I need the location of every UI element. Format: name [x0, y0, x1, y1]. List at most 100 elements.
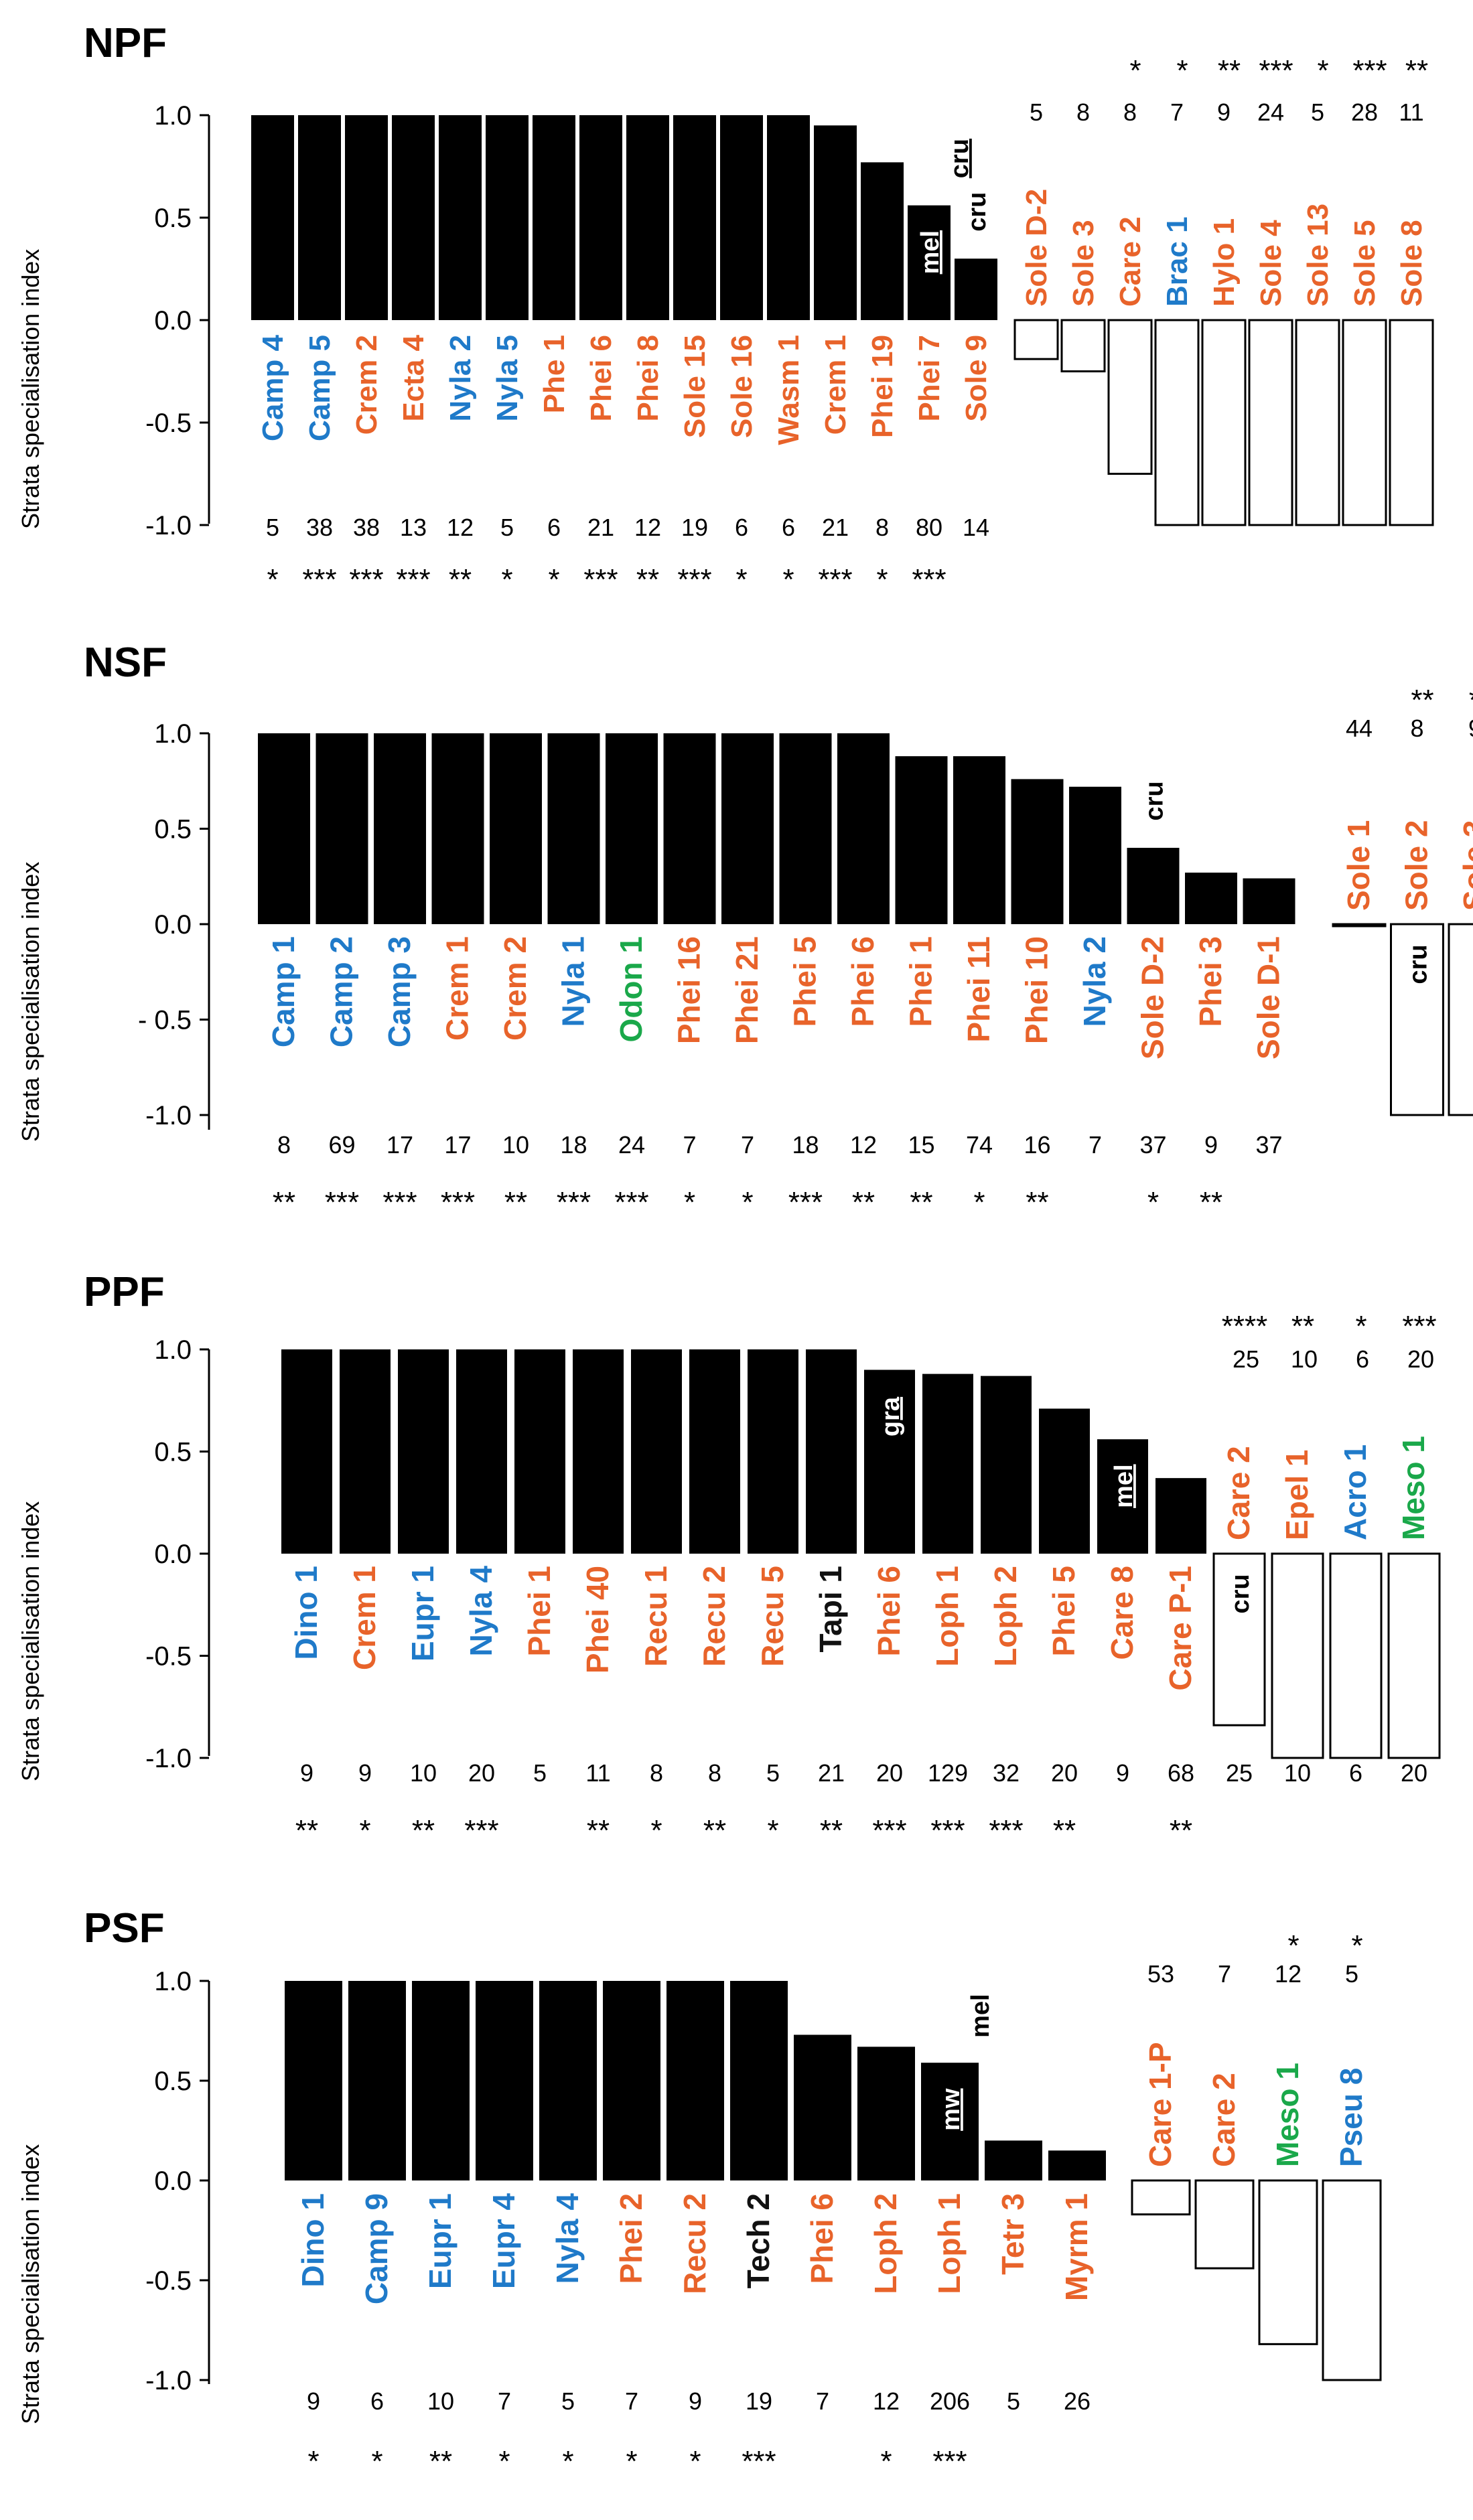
bar — [908, 205, 951, 320]
y-tick-label: 1.0 — [154, 101, 192, 131]
count-label: 8 — [708, 1759, 721, 1787]
top-count-label: 10 — [1291, 1345, 1318, 1373]
bar-group-crem-1: Crem 1 — [340, 1349, 391, 1670]
bar-group-phei-11: Phei 11 — [953, 756, 1005, 1043]
bar-group-nyla-4: Nyla 4 — [456, 1349, 507, 1657]
y-tick-label: 1.0 — [154, 1967, 192, 1996]
bar — [895, 756, 948, 924]
count-label: 20 — [1051, 1759, 1078, 1787]
count-label: 12 — [447, 514, 474, 541]
panel-title: NSF — [84, 640, 167, 686]
bar — [626, 115, 669, 320]
bar — [1011, 779, 1064, 924]
bar-tag: gra — [877, 1396, 905, 1436]
bar — [345, 115, 388, 320]
bar — [806, 1349, 857, 1554]
count-label: 24 — [1257, 98, 1284, 126]
bar — [606, 733, 658, 924]
category-label: Phei 40 — [580, 1566, 615, 1674]
category-label: Acro 1 — [1338, 1444, 1373, 1540]
panel-psf: PSF Strata specialisation index 1.0 0.5 0.… — [17, 1905, 1382, 2478]
y-axis: 1.0 0.5 0.0 - 0.5 -1.0 — [138, 719, 210, 1130]
count-label: 7 — [1170, 98, 1184, 126]
bar — [1243, 878, 1295, 924]
y-tick-label: 0.5 — [154, 2067, 192, 2096]
bar — [1097, 1439, 1148, 1554]
count-label: 8 — [875, 514, 889, 541]
bar — [814, 125, 857, 321]
significance-stars: ** — [636, 563, 659, 596]
y-tick-label: 0.5 — [154, 1438, 192, 1467]
bar-group-phei-7: Phei 7 — [908, 205, 951, 422]
count-label: 25 — [1226, 1759, 1253, 1787]
bar-group-nyla-5: Nyla 5 — [486, 115, 529, 422]
bar-group-sole-2: Sole 2 — [1390, 820, 1444, 1116]
significance-stars: ** — [910, 1186, 932, 1219]
bar-group-sole-13: Sole 13 — [1295, 204, 1340, 526]
bar — [573, 1349, 624, 1554]
bar-group-loph-1: Loph 1 — [922, 1374, 973, 1667]
significance-stars: * — [359, 1814, 370, 1847]
bar — [258, 733, 310, 924]
category-label: Care 2 — [1114, 216, 1147, 307]
bar-group-care-p-1: Care P-1 — [1155, 1478, 1206, 1691]
bar-tag: mw — [937, 2088, 965, 2131]
bar — [955, 258, 997, 320]
bar-group-phei-40: Phei 40 — [573, 1349, 624, 1674]
bar-group-care-1-p: Care 1-P — [1131, 2042, 1191, 2216]
category-label: Phei 5 — [1046, 1566, 1081, 1657]
bar — [476, 1981, 533, 2180]
significance-stars: * — [684, 1186, 695, 1219]
significance-stars: ** — [1469, 684, 1473, 717]
bar-tag: cru — [946, 139, 974, 178]
significance-stars: * — [562, 2445, 573, 2478]
bar-group-tetr-3: Tetr 3 — [985, 2140, 1042, 2275]
bar-group-camp-4: Camp 4 — [251, 115, 294, 441]
count-label: 6 — [547, 514, 561, 541]
count-label: 7 — [625, 2387, 638, 2415]
bar-group-care-8: Care 8 — [1097, 1439, 1148, 1660]
significance-stars: ** — [273, 1186, 295, 1219]
significance-stars: *** — [932, 2445, 967, 2478]
category-label: Brac 1 — [1161, 216, 1194, 307]
significance-stars: * — [880, 2445, 892, 2478]
significance-stars: * — [1317, 54, 1328, 87]
count-label: 5 — [500, 514, 514, 541]
count-label: 21 — [818, 1759, 845, 1787]
category-label: Phe 1 — [538, 335, 571, 413]
count-label: 5 — [1345, 1960, 1358, 1988]
count-label: 6 — [782, 514, 795, 541]
significance-stars: *** — [583, 563, 618, 596]
bar — [392, 115, 435, 320]
count-label: 16 — [1024, 1131, 1050, 1159]
category-label: Phei 6 — [585, 335, 618, 422]
category-label: Crem 1 — [347, 1566, 382, 1670]
category-label: Phei 1 — [522, 1566, 557, 1657]
bar-group-phei-1: Phei 1 — [514, 1349, 565, 1657]
category-label: Sole 3 — [1457, 820, 1473, 911]
bar-group-care-2: Care 2 — [1212, 1446, 1266, 1726]
significance-stars: *** — [396, 563, 430, 596]
category-label: Camp 9 — [359, 2193, 394, 2304]
count-label: 69 — [328, 1131, 355, 1159]
bar — [921, 2063, 979, 2180]
significance-stars: * — [1176, 54, 1188, 87]
count-label: 9 — [1217, 98, 1231, 126]
panel-title: PPF — [84, 1269, 165, 1315]
bar-group-ecta-4: Ecta 4 — [392, 115, 435, 422]
bar — [1342, 319, 1387, 526]
significance-stars: * — [650, 1814, 662, 1847]
y-tick-label: -1.0 — [145, 1744, 192, 1773]
panel-nsf: NSF Strata specialisation index 1.0 0.5 0.… — [17, 640, 1473, 1219]
category-label: Odon 1 — [614, 936, 648, 1042]
bar-tag: cru — [1226, 1574, 1255, 1613]
count-label: 10 — [1284, 1759, 1311, 1787]
bar — [748, 1349, 798, 1554]
bar — [1271, 1552, 1324, 1759]
bar-group-camp-5: Camp 5 — [298, 115, 341, 441]
bar-group-phei-21: Phei 21 — [721, 733, 774, 1044]
count-label: 8 — [277, 1131, 291, 1159]
count-label: 5 — [561, 2387, 575, 2415]
bar — [1212, 1552, 1266, 1726]
bar-group-meso-1: Meso 1 — [1387, 1436, 1441, 1759]
